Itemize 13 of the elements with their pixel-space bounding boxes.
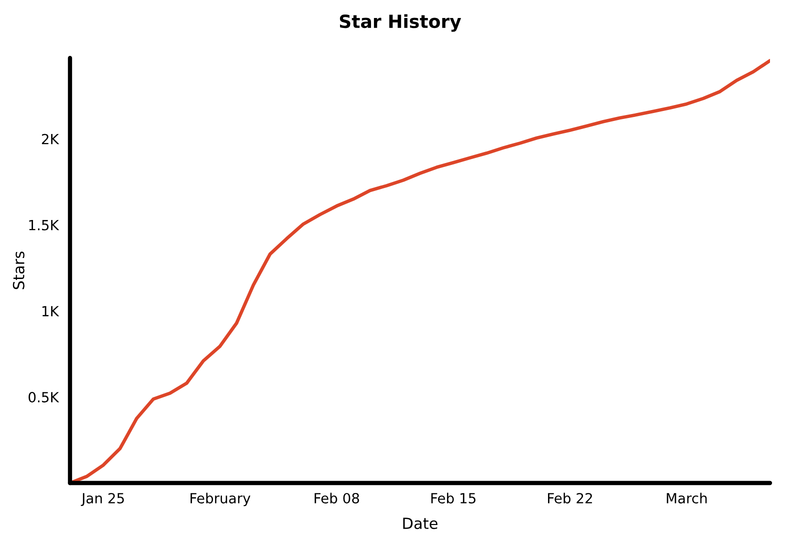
x-tick-label: Feb 15 [431, 492, 476, 504]
x-tick-label: March [666, 492, 707, 504]
y-tick-label: 1K [42, 306, 60, 316]
x-axis-title: Date [403, 518, 438, 530]
x-tick-label: February [190, 492, 250, 506]
y-tick-label: 1.5K [29, 220, 60, 230]
x-tick-label: Jan 25 [80, 492, 124, 506]
y-tick-label: 0.5K [28, 392, 60, 402]
x-tick-label: Feb 22 [548, 492, 592, 504]
y-axis-title: Stars [12, 252, 24, 290]
y-tick-label: 2K [42, 134, 60, 144]
x-tick-label: Feb 08 [314, 492, 360, 504]
chart-title: Star History [340, 14, 462, 32]
